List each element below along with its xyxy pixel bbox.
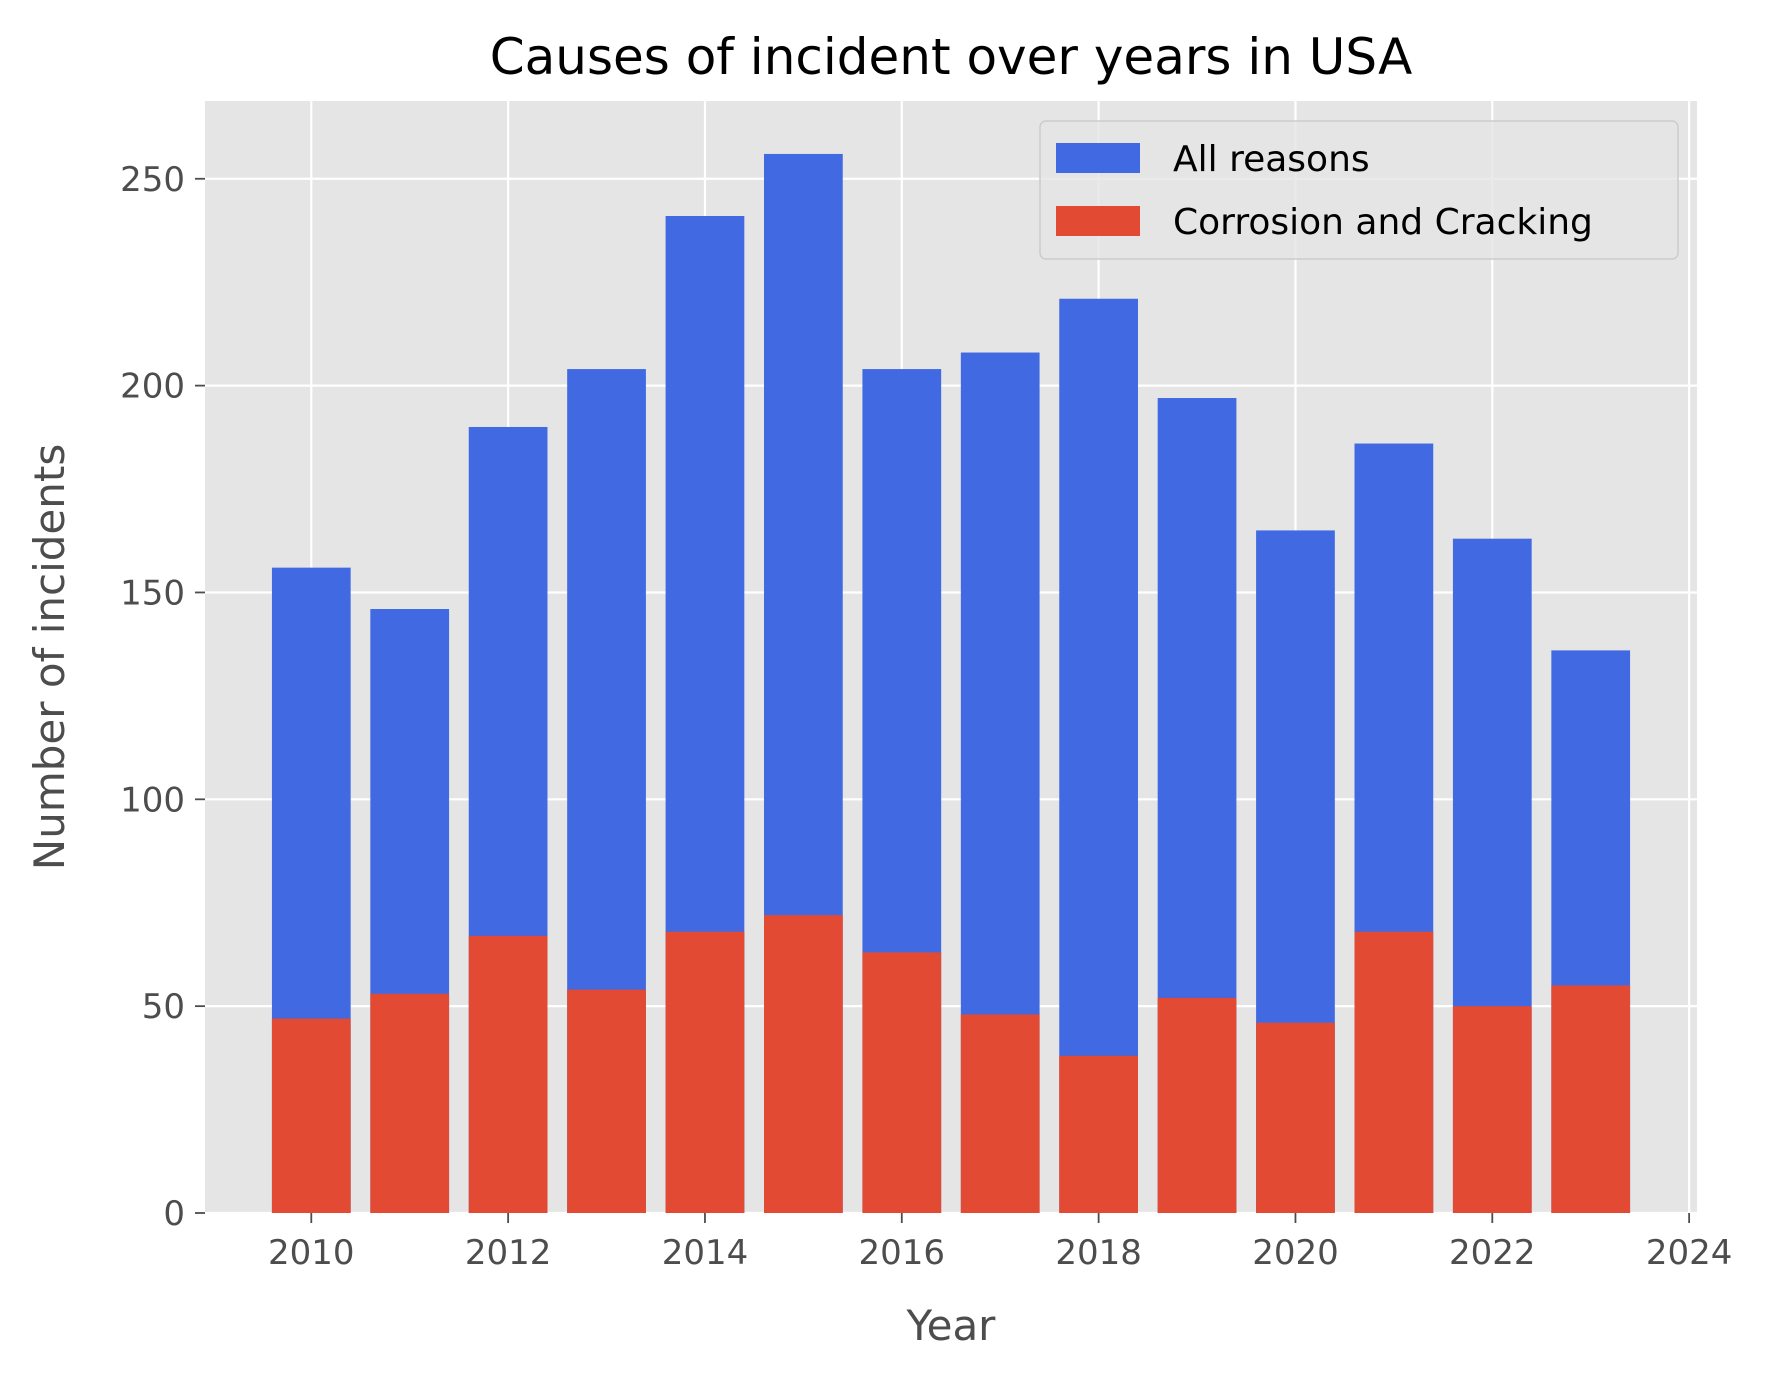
y-tick-label: 0	[163, 1194, 185, 1234]
bars	[271, 153, 1631, 1214]
bar-corrosion-and-cracking-2023	[1551, 985, 1631, 1213]
x-axis-label: Year	[906, 1301, 997, 1350]
y-tick-label: 100	[120, 780, 185, 820]
bar-corrosion-and-cracking-2020	[1256, 1022, 1335, 1213]
y-tick-label: 200	[120, 367, 185, 407]
bar-corrosion-and-cracking-2013	[567, 989, 646, 1213]
y-axis-label: Number of incidents	[25, 444, 74, 870]
bar-corrosion-and-cracking-2012	[468, 935, 548, 1213]
x-tick-label: 2016	[859, 1233, 946, 1273]
legend-swatch-all-reasons	[1056, 143, 1140, 173]
bar-corrosion-and-cracking-2017	[960, 1014, 1040, 1213]
x-tick-label: 2010	[268, 1233, 355, 1273]
x-tick-label: 2020	[1252, 1233, 1339, 1273]
y-tick-label: 50	[142, 987, 185, 1027]
bar-corrosion-and-cracking-2015	[764, 915, 843, 1213]
bar-corrosion-and-cracking-2010	[271, 1018, 351, 1213]
bar-corrosion-and-cracking-2018	[1059, 1055, 1138, 1213]
chart-title: Causes of incident over years in USA	[490, 28, 1413, 86]
legend: All reasons Corrosion and Cracking	[1039, 120, 1679, 260]
bar-corrosion-and-cracking-2016	[862, 952, 942, 1213]
bar-corrosion-and-cracking-2021	[1354, 931, 1434, 1213]
plot-area	[205, 101, 1697, 1213]
x-tick-label: 2024	[1646, 1233, 1733, 1273]
y-axis: 0 50 100 150 200 250	[120, 160, 205, 1234]
legend-box	[1039, 120, 1679, 260]
x-tick-label: 2012	[465, 1233, 552, 1273]
bar-corrosion-and-cracking-2014	[665, 931, 745, 1213]
y-tick-label: 150	[120, 573, 185, 613]
x-tick-label: 2022	[1449, 1233, 1536, 1273]
bar-corrosion-and-cracking-2011	[370, 993, 450, 1213]
x-axis: 2010 2012 2014 2016 2018 2020 2022 2024	[268, 1213, 1732, 1273]
x-tick-label: 2018	[1055, 1233, 1142, 1273]
y-tick-label: 250	[120, 160, 185, 200]
bar-corrosion-and-cracking-2022	[1452, 1006, 1532, 1213]
bar-corrosion-and-cracking-2019	[1157, 997, 1237, 1213]
x-tick-label: 2014	[662, 1233, 749, 1273]
legend-label-all-reasons: All reasons	[1173, 139, 1370, 180]
legend-swatch-corrosion-cracking	[1056, 206, 1140, 236]
legend-label-corrosion-cracking: Corrosion and Cracking	[1173, 202, 1593, 243]
